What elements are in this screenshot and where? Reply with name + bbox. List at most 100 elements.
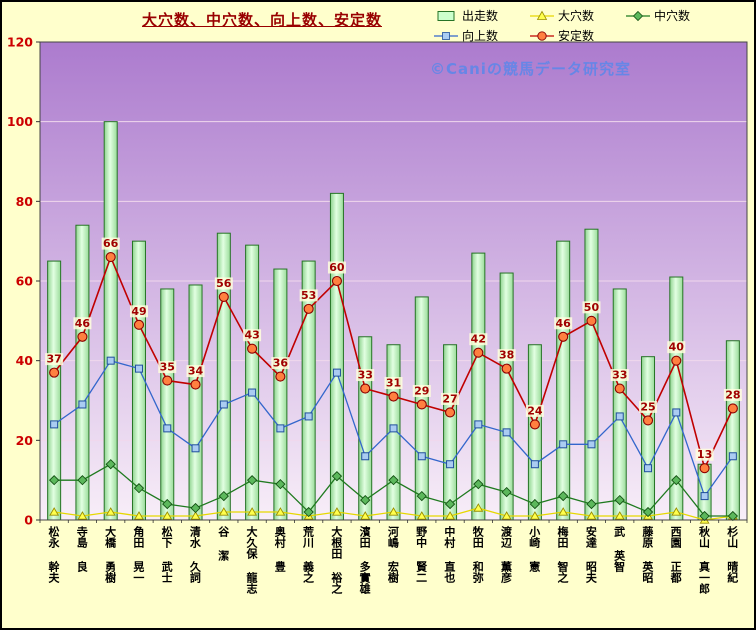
triangle-marker xyxy=(501,511,512,520)
data-label-bg xyxy=(639,400,658,413)
data-label-bg xyxy=(582,301,601,314)
triangle-marker xyxy=(218,507,229,516)
bar xyxy=(131,240,146,521)
square-marker xyxy=(50,420,59,429)
square-marker xyxy=(417,452,426,461)
bar xyxy=(358,336,373,521)
data-label: 33 xyxy=(612,369,627,382)
circle-marker xyxy=(558,331,569,342)
bar xyxy=(556,240,571,521)
circle-marker xyxy=(671,355,682,366)
square-marker xyxy=(191,444,200,453)
triangle-marker xyxy=(473,503,484,512)
square-marker xyxy=(644,464,653,473)
chart-legend: 出走数 大穴数 中穴数 向上数 安定数 xyxy=(434,7,722,44)
circle-marker xyxy=(586,315,597,326)
diamond-marker xyxy=(77,475,88,486)
circle-legend-icon xyxy=(530,30,554,41)
data-label: 46 xyxy=(556,317,572,330)
circle-marker xyxy=(501,363,512,374)
diamond-marker xyxy=(162,498,173,510)
bar xyxy=(612,288,627,521)
data-label-bg xyxy=(271,357,290,370)
data-label: 60 xyxy=(329,261,345,274)
bar xyxy=(188,284,203,521)
bar xyxy=(329,192,344,521)
data-label: 13 xyxy=(697,448,712,461)
legend-label: 出走数 xyxy=(462,9,499,23)
diamond-marker xyxy=(671,475,682,486)
diamond-marker xyxy=(416,490,427,502)
bar-legend-icon xyxy=(437,10,455,21)
triangle-marker xyxy=(105,507,116,516)
circle-marker xyxy=(77,331,88,342)
circle-marker xyxy=(727,403,738,414)
triangle-marker xyxy=(162,511,173,520)
y-axis-label: 20 xyxy=(16,433,34,448)
bar xyxy=(527,344,542,521)
data-label: 46 xyxy=(75,317,91,330)
triangle-marker xyxy=(247,507,258,516)
legend-label: 大穴数 xyxy=(558,9,595,23)
data-label-bg xyxy=(214,277,233,290)
data-label-bg xyxy=(412,384,431,397)
circle-marker xyxy=(388,391,399,402)
triangle-marker xyxy=(190,511,201,520)
data-label-bg xyxy=(158,361,177,374)
square-marker xyxy=(389,424,398,433)
triangle-legend-icon xyxy=(530,10,554,20)
diamond-marker xyxy=(360,494,371,506)
bar xyxy=(725,340,740,521)
data-label-bg xyxy=(384,377,403,390)
triangle-marker xyxy=(671,507,682,516)
triangle-marker xyxy=(529,511,540,520)
diamond-marker xyxy=(303,506,314,518)
data-label: 53 xyxy=(301,289,316,302)
data-label-bg xyxy=(327,261,346,274)
data-label: 25 xyxy=(640,400,655,413)
data-label-bg xyxy=(441,392,460,405)
square-marker xyxy=(700,492,709,501)
square-marker xyxy=(502,428,511,437)
legend-label: 中穴数 xyxy=(654,9,691,23)
data-label: 43 xyxy=(244,329,259,342)
circle-marker xyxy=(162,375,173,386)
data-label: 29 xyxy=(414,384,429,397)
data-label: 42 xyxy=(471,333,486,346)
triangle-marker xyxy=(586,511,597,520)
data-label: 66 xyxy=(103,237,119,250)
bar xyxy=(443,344,458,521)
diamond-marker xyxy=(218,490,229,502)
y-axis-label: 60 xyxy=(16,274,34,289)
bar xyxy=(641,356,656,521)
triangle-marker xyxy=(614,511,625,520)
diamond-marker xyxy=(529,498,541,510)
diamond-marker xyxy=(473,479,484,490)
square-marker xyxy=(361,452,370,461)
y-axis-label: 120 xyxy=(7,35,33,50)
square-marker xyxy=(332,368,341,377)
diamond-marker xyxy=(275,479,286,490)
diamond-marker xyxy=(501,486,512,498)
triangle-marker xyxy=(133,511,144,520)
circle-marker xyxy=(133,319,145,330)
data-label-bg xyxy=(356,369,375,382)
data-label-bg xyxy=(723,388,742,401)
circle-marker xyxy=(416,399,427,410)
legend-label: 向上数 xyxy=(462,29,499,43)
data-label-bg xyxy=(186,365,205,378)
bar xyxy=(584,228,599,521)
square-marker xyxy=(304,412,313,421)
diamond-marker xyxy=(642,506,654,518)
diamond-marker xyxy=(699,510,710,522)
circle-marker xyxy=(275,371,286,382)
data-label-bg xyxy=(695,448,714,461)
data-label-bg xyxy=(525,404,544,417)
legend-item-improve: 向上数 xyxy=(434,27,530,44)
data-label: 50 xyxy=(584,301,600,314)
diamond-marker xyxy=(49,475,60,486)
data-label-bg xyxy=(101,237,120,250)
data-label-bg xyxy=(497,349,516,362)
